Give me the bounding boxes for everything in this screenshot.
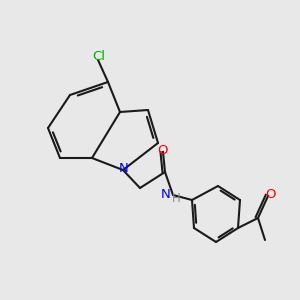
Text: N: N	[119, 163, 129, 176]
Text: O: O	[157, 145, 167, 158]
Text: N: N	[161, 188, 171, 202]
Text: Cl: Cl	[92, 50, 106, 62]
Text: H: H	[172, 191, 180, 205]
Text: O: O	[266, 188, 276, 202]
